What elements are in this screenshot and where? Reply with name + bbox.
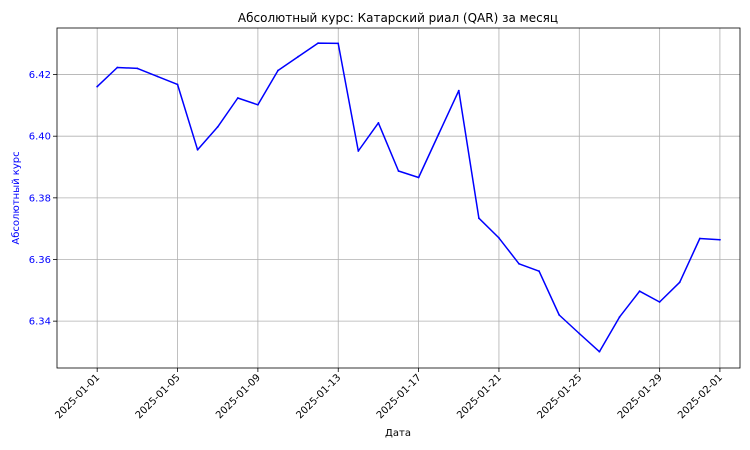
series-group: [96, 42, 721, 353]
data-point: [377, 122, 380, 124]
x-axis-label: Дата: [385, 428, 411, 439]
data-point: [478, 217, 480, 220]
y-axis-ticks: 6.34 6.36 6.38 6.40 6.42: [29, 70, 57, 328]
y-tick-label: 6.40: [29, 132, 51, 143]
data-point: [719, 238, 721, 241]
series-line: [96, 42, 721, 353]
data-point: [357, 150, 360, 152]
data-point: [498, 237, 500, 239]
data-point: [176, 83, 179, 86]
data-point: [437, 133, 440, 135]
data-point: [397, 170, 400, 172]
data-point: [257, 103, 259, 106]
data-point: [277, 69, 279, 72]
y-tick-label: 6.36: [29, 255, 51, 266]
chart-title: Абсолютный курс: Катарский риал (QAR) за…: [238, 11, 558, 25]
grid-lines: [57, 28, 740, 368]
data-point: [518, 262, 520, 265]
data-point: [156, 75, 159, 78]
data-point: [116, 66, 119, 69]
data-point: [658, 301, 661, 303]
data-point: [538, 270, 540, 273]
data-point: [337, 42, 340, 45]
data-point: [598, 350, 601, 353]
data-point: [678, 281, 681, 284]
data-point: [578, 332, 581, 335]
data-point: [457, 89, 460, 92]
data-point: [317, 42, 319, 44]
y-tick-label: 6.34: [29, 317, 51, 328]
data-point: [96, 85, 99, 88]
data-point: [698, 237, 701, 240]
data-point: [216, 126, 219, 128]
data-point: [558, 314, 561, 316]
data-point: [196, 148, 199, 151]
data-point: [417, 176, 420, 179]
data-point: [297, 55, 299, 58]
y-tick-label: 6.38: [29, 193, 51, 204]
y-axis-label: Абсолютный курс: [11, 151, 22, 244]
y-tick-label: 6.42: [29, 70, 51, 81]
data-point: [638, 290, 641, 293]
data-point: [136, 67, 139, 70]
data-point: [236, 97, 239, 99]
data-point: [618, 316, 621, 318]
